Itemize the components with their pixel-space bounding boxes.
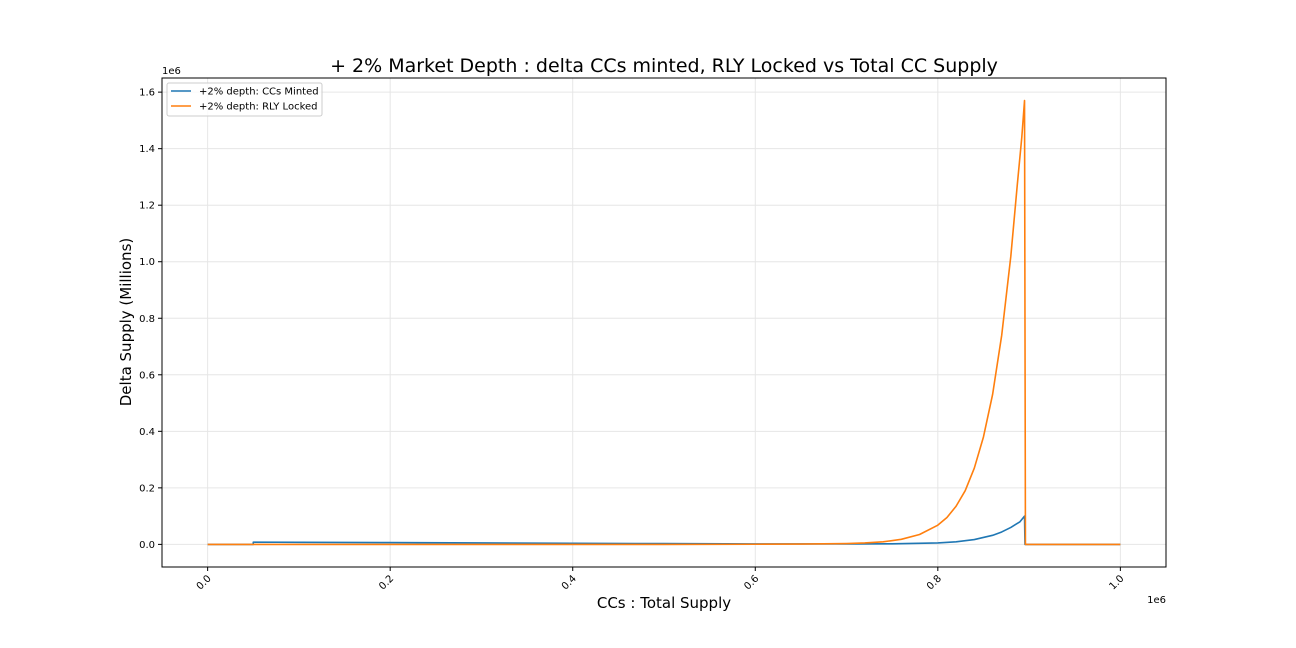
y-tick-label: 1.6	[139, 88, 155, 99]
y-tick-label: 1.2	[139, 201, 155, 212]
x-axis-ticks: 0.0 0.2 0.4 0.6 0.8 1.0	[195, 567, 1126, 592]
y-tick-label: 0.8	[139, 314, 155, 325]
series-lines	[207, 99, 1121, 546]
y-tick-label: 0.6	[139, 370, 155, 381]
plot-frame	[161, 77, 1167, 568]
x-offset-text: 1e6	[1147, 595, 1166, 606]
y-axis-ticks: 0.0 0.2 0.4 0.6 0.8 1.0 1.2 1.4 1.6	[139, 88, 162, 551]
legend: +2% depth: CCs Minted +2% depth: RLY Lock…	[166, 82, 323, 117]
legend-box	[166, 82, 323, 117]
grid-lines	[162, 78, 1166, 567]
y-tick-label: 0.0	[139, 540, 155, 551]
y-axis-title: Delta Supply (Millions)	[117, 238, 135, 407]
chart-title: + 2% Market Depth : delta CCs minted, RL…	[330, 55, 998, 77]
x-tick-label: 0.2	[377, 573, 396, 592]
x-tick-label: 0.0	[195, 573, 214, 592]
x-tick-label: 0.6	[742, 573, 761, 592]
series-line-1	[207, 99, 1121, 546]
y-offset-text: 1e6	[162, 66, 181, 77]
series-line-0	[207, 515, 1121, 546]
y-tick-label: 1.4	[139, 144, 155, 155]
x-tick-label: 0.4	[560, 573, 579, 592]
x-tick-label: 1.0	[1107, 573, 1126, 592]
y-tick-label: 0.2	[139, 483, 155, 494]
y-tick-label: 1.0	[139, 257, 155, 268]
legend-label-0: +2% depth: CCs Minted	[199, 87, 319, 98]
x-axis-title: CCs : Total Supply	[597, 594, 731, 612]
legend-label-1: +2% depth: RLY Locked	[199, 102, 318, 113]
y-tick-label: 0.4	[139, 427, 155, 438]
x-tick-label: 0.8	[925, 573, 944, 592]
